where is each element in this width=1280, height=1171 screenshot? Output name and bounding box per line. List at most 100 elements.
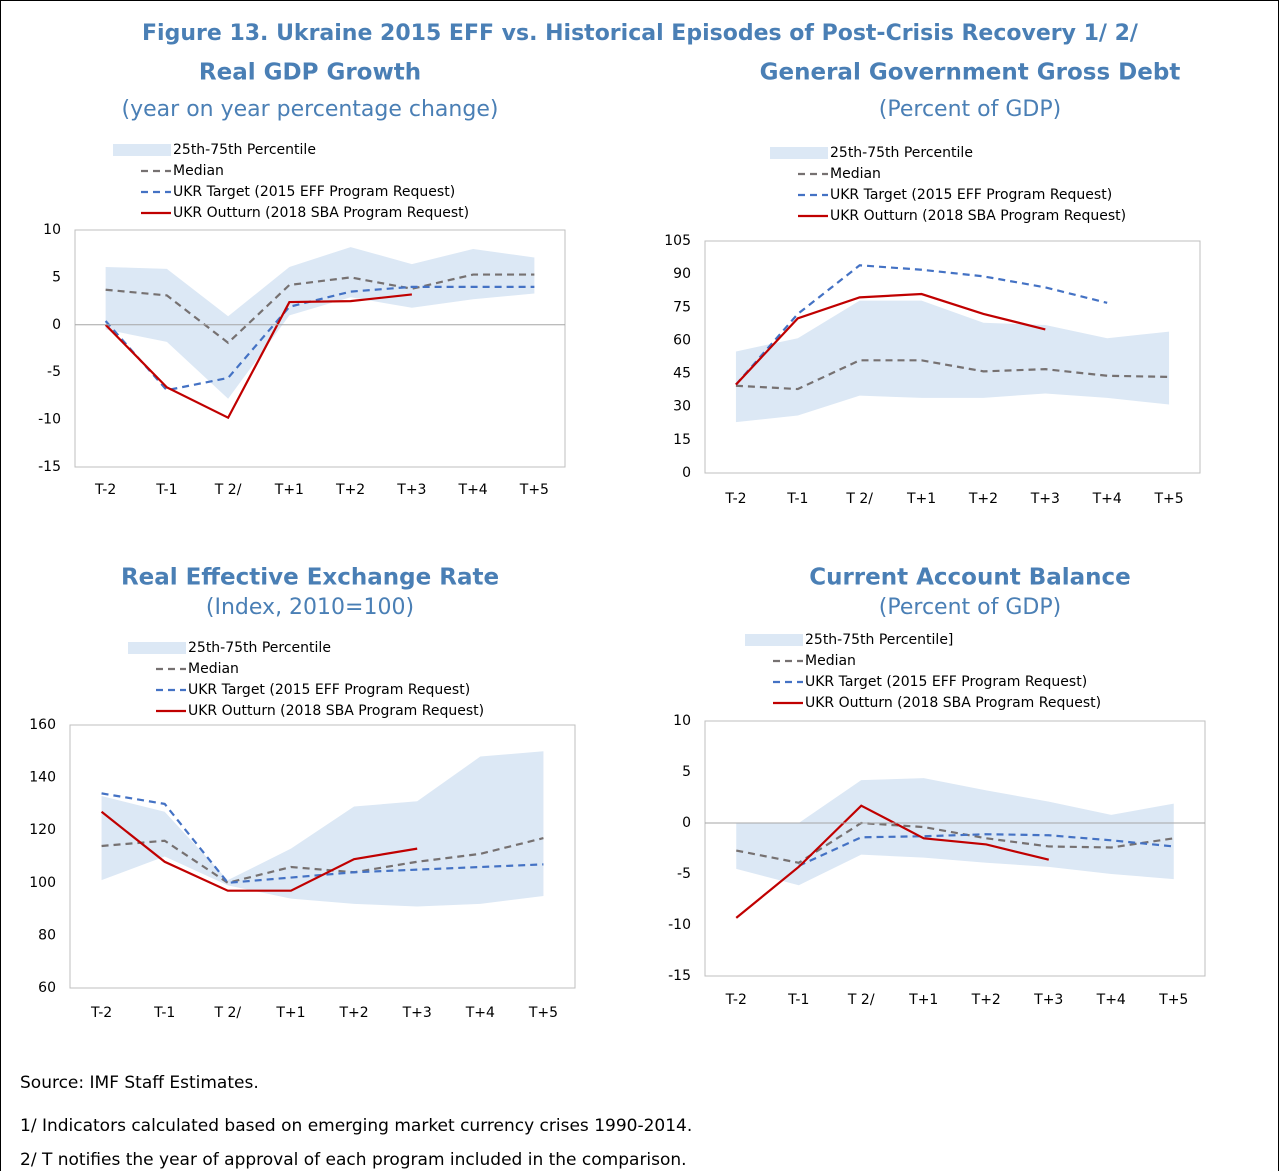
legend-swatch bbox=[113, 144, 171, 156]
y-tick-label: 90 bbox=[673, 266, 691, 282]
x-tick-label: T 2/ bbox=[847, 992, 875, 1008]
x-tick-label: T+5 bbox=[528, 1005, 558, 1021]
chart-subtitle: (Percent of GDP) bbox=[879, 595, 1061, 620]
x-tick-label: T+5 bbox=[1158, 992, 1188, 1008]
chart-title: Real Effective Exchange Rate bbox=[121, 565, 499, 591]
x-tick-label: T+5 bbox=[1153, 491, 1183, 507]
x-tick-label: T-1 bbox=[153, 1005, 175, 1021]
chart-subtitle: (year on year percentage change) bbox=[122, 97, 499, 122]
x-tick-label: T-2 bbox=[724, 491, 746, 507]
y-tick-label: -10 bbox=[38, 412, 61, 428]
chart-subtitle: (Percent of GDP) bbox=[879, 97, 1061, 122]
y-tick-label: 80 bbox=[38, 927, 56, 943]
x-tick-label: T+3 bbox=[1033, 992, 1063, 1008]
legend-label: UKR Outturn (2018 SBA Program Request) bbox=[188, 703, 484, 719]
y-tick-label: 5 bbox=[52, 269, 61, 285]
legend-label: Median bbox=[805, 653, 856, 669]
x-tick-label: T+1 bbox=[275, 1005, 305, 1021]
legend-swatch bbox=[770, 147, 828, 159]
percentile-band bbox=[735, 300, 1170, 423]
note: 1/ Indicators calculated based on emergi… bbox=[20, 1116, 692, 1136]
chart-title: Current Account Balance bbox=[809, 565, 1131, 591]
x-tick-label: T+4 bbox=[1096, 992, 1126, 1008]
legend-swatch bbox=[128, 642, 186, 654]
legend-label: 25th-75th Percentile] bbox=[805, 632, 953, 648]
legend-label: 25th-75th Percentile bbox=[173, 142, 316, 158]
note: Source: IMF Staff Estimates. bbox=[20, 1073, 259, 1093]
legend-label: 25th-75th Percentile bbox=[188, 640, 331, 656]
y-tick-label: -10 bbox=[668, 917, 691, 933]
figure-title: Figure 13. Ukraine 2015 EFF vs. Historic… bbox=[142, 21, 1139, 46]
series-line bbox=[104, 285, 535, 392]
x-tick-label: T-2 bbox=[94, 482, 116, 498]
legend-label: Median bbox=[173, 163, 224, 179]
x-tick-label: T+4 bbox=[465, 1005, 495, 1021]
note: 2/ T notifies the year of approval of ea… bbox=[20, 1150, 687, 1170]
x-tick-label: T+2 bbox=[971, 992, 1001, 1008]
y-tick-label: 5 bbox=[682, 764, 691, 780]
y-tick-label: 0 bbox=[682, 815, 691, 831]
y-tick-label: 45 bbox=[673, 366, 691, 382]
y-tick-label: 10 bbox=[673, 713, 691, 729]
chart-subtitle: (Index, 2010=100) bbox=[206, 595, 414, 620]
legend-label: UKR Outturn (2018 SBA Program Request) bbox=[830, 208, 1126, 224]
percentile-band bbox=[105, 247, 535, 399]
x-tick-label: T+2 bbox=[335, 482, 365, 498]
y-tick-label: -5 bbox=[677, 866, 691, 882]
x-tick-label: T+3 bbox=[402, 1005, 432, 1021]
y-tick-label: 60 bbox=[38, 980, 56, 996]
chart-title: Real GDP Growth bbox=[199, 60, 421, 86]
legend-label: UKR Target (2015 EFF Program Request) bbox=[188, 682, 470, 698]
y-tick-label: 15 bbox=[673, 432, 691, 448]
legend-label: UKR Target (2015 EFF Program Request) bbox=[830, 187, 1112, 203]
x-tick-label: T-1 bbox=[786, 491, 808, 507]
x-tick-label: T+4 bbox=[458, 482, 488, 498]
plot-frame bbox=[704, 240, 1201, 474]
series-line bbox=[104, 293, 412, 420]
plot-frame bbox=[69, 724, 576, 989]
series-line bbox=[735, 292, 1046, 386]
series-line bbox=[735, 264, 1108, 386]
legend-swatch bbox=[745, 634, 803, 646]
y-tick-label: 0 bbox=[52, 317, 61, 333]
x-tick-label: T-2 bbox=[90, 1005, 112, 1021]
x-tick-label: T+1 bbox=[274, 482, 304, 498]
x-tick-label: T+4 bbox=[1092, 491, 1122, 507]
x-tick-label: T+1 bbox=[908, 992, 938, 1008]
y-tick-label: -15 bbox=[668, 968, 691, 984]
y-tick-label: 30 bbox=[673, 399, 691, 415]
legend-label: UKR Outturn (2018 SBA Program Request) bbox=[173, 205, 469, 221]
y-tick-label: 10 bbox=[43, 222, 61, 238]
y-tick-label: 140 bbox=[29, 770, 56, 786]
y-tick-label: 60 bbox=[673, 332, 691, 348]
x-tick-label: T 2/ bbox=[213, 1005, 241, 1021]
series-line bbox=[735, 804, 1050, 919]
chart-title: General Government Gross Debt bbox=[760, 60, 1181, 86]
y-tick-label: 105 bbox=[664, 233, 691, 249]
x-tick-label: T+2 bbox=[338, 1005, 368, 1021]
y-tick-label: -5 bbox=[47, 364, 61, 380]
x-tick-label: T+5 bbox=[519, 482, 549, 498]
series-line bbox=[100, 810, 418, 892]
y-tick-label: 160 bbox=[29, 717, 56, 733]
legend-label: UKR Outturn (2018 SBA Program Request) bbox=[805, 695, 1101, 711]
x-tick-label: T-1 bbox=[155, 482, 177, 498]
x-tick-label: T+3 bbox=[396, 482, 426, 498]
x-tick-label: T-2 bbox=[725, 992, 747, 1008]
x-tick-label: T-1 bbox=[787, 992, 809, 1008]
percentile-band bbox=[101, 751, 544, 907]
legend-label: Median bbox=[830, 166, 881, 182]
x-tick-label: T 2/ bbox=[214, 482, 242, 498]
y-tick-label: 120 bbox=[29, 822, 56, 838]
plot-frame bbox=[704, 720, 1206, 977]
y-tick-label: 75 bbox=[673, 299, 691, 315]
y-tick-label: 100 bbox=[29, 875, 56, 891]
series-line bbox=[735, 359, 1170, 391]
legend-label: Median bbox=[188, 661, 239, 677]
series-line bbox=[101, 837, 544, 884]
y-tick-label: -15 bbox=[38, 459, 61, 475]
plot-frame bbox=[74, 229, 566, 468]
x-tick-label: T+1 bbox=[906, 491, 936, 507]
series-line bbox=[798, 833, 1174, 867]
